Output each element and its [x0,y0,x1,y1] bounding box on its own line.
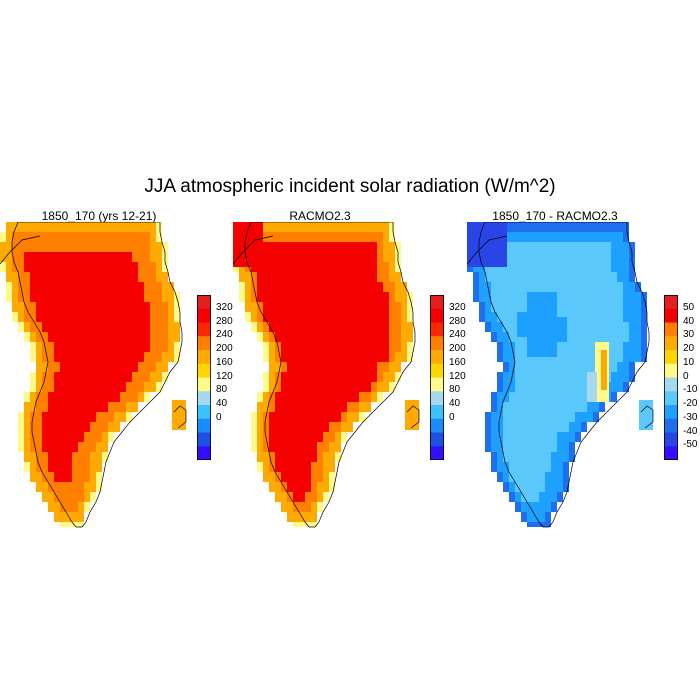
colorbar-abs-1-swatch [197,418,211,433]
colorbar-diff-swatch [664,432,678,447]
region-280-320 [24,252,150,482]
colorbar-abs-1-swatch [197,308,211,323]
colorbar-diff-swatch [664,391,678,406]
island [172,400,186,430]
colorbar-abs-1-swatch [197,377,211,392]
colorbar-diff-tick-label: 30 [683,329,695,341]
colorbar-diff-swatch [664,322,678,337]
colorbar-abs-1-tick-label: 160 [216,356,233,368]
colorbar-abs-2-tick-label: 80 [449,384,461,396]
map-model-radiation [0,222,187,528]
map-difference-radiation [467,222,654,528]
colorbar-abs-2-tick-label: 0 [449,411,455,423]
region-minus10-0 [587,372,597,402]
colorbar-abs-1-swatch [197,446,211,460]
colorbar-abs-2-swatch [430,418,444,433]
colorbar-abs-2-swatch [430,350,444,365]
colorbar-abs-2-tick-label: 200 [449,343,466,354]
colorbar-abs-1-tick-label: 240 [216,329,233,341]
region-minus20-minus10 [479,242,629,502]
colorbar-abs-1-swatch [197,405,211,420]
colorbar-abs-1-tick-label: 200 [216,343,233,354]
colorbar-abs-2-tick-label: 240 [449,329,466,341]
colorbar-absolute-2 [430,295,444,460]
colorbar-abs-2-swatch [430,391,444,406]
colorbar-diff-swatch [664,295,678,310]
colorbar-abs-1-tick-label: 280 [216,315,233,327]
colorbar-abs-1-swatch [197,391,211,406]
colorbar-abs-1-tick-label: 120 [216,370,233,382]
ellesmere-coast [0,235,41,265]
colorbar-abs-2-swatch [430,308,444,323]
coastline [244,222,416,528]
colorbar-abs-1-tick-label: 40 [216,398,228,409]
coastline [11,222,183,528]
region-20-30 [601,350,607,390]
colorbar-abs-2-swatch [430,446,444,460]
map-racmo-radiation [233,222,420,528]
colorbar-abs-2-swatch [430,295,444,310]
island [405,400,419,430]
island [639,400,653,430]
colorbar-abs-1-swatch [197,432,211,447]
colorbar-abs-1-tick-label: 0 [216,411,222,423]
colorbar-diff-swatch [664,308,678,323]
colorbar-diff-swatch [664,446,678,460]
colorbar-diff-swatch [664,405,678,420]
colorbar-diff-tick-label: -40 [683,425,698,437]
colorbar-abs-2-tick-label: 320 [449,301,466,313]
colorbar-abs-1-swatch [197,336,211,351]
ellesmere-coast [467,235,508,265]
colorbar-abs-2-tick-label: 40 [449,398,461,409]
colorbar-abs-2-swatch [430,336,444,351]
colorbar-diff-tick-label: -50 [683,439,698,451]
region-minus50 [467,222,507,267]
colorbar-diff-tick-label: 40 [683,315,695,327]
colorbar-diff-swatch [664,336,678,351]
colorbar-abs-2-swatch [430,405,444,420]
colorbar-abs-2-swatch [430,363,444,378]
colorbar-diff-tick-label: 10 [683,356,695,368]
colorbar-difference [664,295,678,460]
colorbar-diff-tick-label: 0 [683,370,689,382]
colorbar-abs-1-swatch [197,295,211,310]
colorbar-diff-swatch [664,418,678,433]
region-280-320 [251,242,389,502]
colorbar-abs-1-swatch [197,363,211,378]
figure-title: JJA atmospheric incident solar radiation… [144,176,556,197]
colorbar-abs-2-swatch [430,377,444,392]
colorbar-abs-2-swatch [430,432,444,447]
colorbar-diff-tick-label: 50 [683,301,695,313]
coastline [478,222,650,528]
colorbar-diff-swatch [664,363,678,378]
colorbar-absolute-1 [197,295,211,460]
colorbar-abs-1-tick-label: 320 [216,301,233,313]
colorbar-abs-1-swatch [197,322,211,337]
colorbar-abs-1-swatch [197,350,211,365]
colorbar-diff-swatch [664,350,678,365]
colorbar-diff-tick-label: -30 [683,411,698,423]
colorbar-abs-2-swatch [430,322,444,337]
panel-title-model: 1850_170 (yrs 12-21) [41,209,157,223]
colorbar-diff-tick-label: 20 [683,343,695,354]
region-interior-minus30 [517,292,567,357]
colorbar-abs-2-tick-label: 120 [449,370,466,382]
colorbar-abs-2-tick-label: 280 [449,315,466,327]
panel-title-racmo: RACMO2.3 [289,209,351,223]
colorbar-diff-tick-label: -10 [683,384,698,396]
colorbar-abs-2-tick-label: 160 [449,356,466,368]
panel-title-difference: 1850_170 - RACMO2.3 [492,209,618,223]
colorbar-diff-tick-label: -20 [683,398,698,409]
ellesmere-coast [233,235,274,265]
colorbar-diff-swatch [664,377,678,392]
colorbar-abs-1-tick-label: 80 [216,384,228,396]
